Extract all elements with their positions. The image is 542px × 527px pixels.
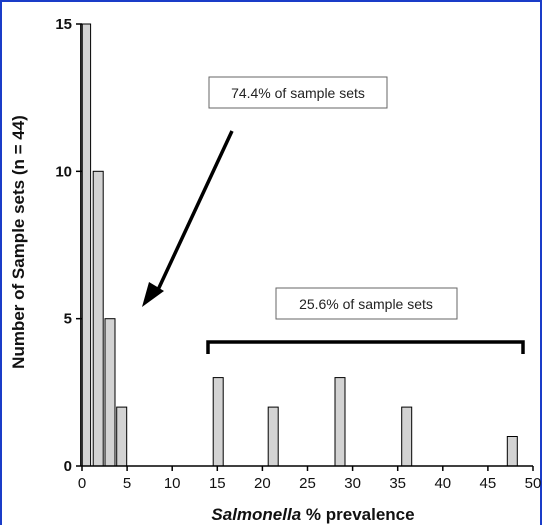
bar-7 bbox=[401, 406, 413, 467]
y-tick-label: 10 bbox=[55, 163, 72, 180]
x-tick-label: 35 bbox=[389, 475, 406, 492]
bar-3 bbox=[116, 406, 128, 467]
bar-6 bbox=[334, 377, 346, 467]
x-tick-label: 15 bbox=[209, 475, 226, 492]
bar-8 bbox=[506, 436, 518, 467]
y-ticks: 0 5 10 15 bbox=[55, 16, 82, 475]
bars-group bbox=[80, 23, 518, 467]
x-tick-label: 20 bbox=[254, 475, 271, 492]
annotation-arrowhead-1 bbox=[142, 282, 164, 307]
x-axis-title-rest: % prevalence bbox=[301, 505, 414, 524]
y-tick-label: 5 bbox=[64, 311, 72, 328]
annotation-box-2 bbox=[275, 287, 458, 320]
x-axis-title-italic: Salmonella bbox=[211, 505, 301, 524]
x-tick-label: 50 bbox=[525, 475, 542, 492]
x-ticks: 0 5 10 15 20 25 30 35 40 45 50 bbox=[78, 466, 542, 492]
bar-1 bbox=[92, 170, 104, 467]
x-tick-label: 5 bbox=[123, 475, 131, 492]
x-tick-label: 25 bbox=[299, 475, 316, 492]
annotation-bracket-2 bbox=[206, 340, 525, 354]
annotation-text-1: 74.4% of sample sets bbox=[231, 85, 365, 101]
x-tick-label: 45 bbox=[480, 475, 497, 492]
x-tick-label: 0 bbox=[78, 475, 86, 492]
annotation-arrow-1 bbox=[155, 130, 234, 293]
x-axis-title: Salmonella % prevalence bbox=[211, 505, 414, 524]
annotation-box-1 bbox=[208, 76, 388, 109]
x-tick-label: 10 bbox=[164, 475, 181, 492]
y-tick-label: 0 bbox=[64, 458, 72, 475]
x-tick-label: 30 bbox=[344, 475, 361, 492]
bar-4 bbox=[212, 377, 224, 467]
y-axis-title: Number of Sample sets (n = 44) bbox=[9, 115, 28, 369]
y-tick-label: 15 bbox=[55, 16, 72, 33]
x-tick-label: 40 bbox=[434, 475, 451, 492]
bar-5 bbox=[267, 406, 279, 467]
bar-2 bbox=[104, 318, 116, 467]
annotation-text-2: 25.6% of sample sets bbox=[299, 296, 433, 312]
